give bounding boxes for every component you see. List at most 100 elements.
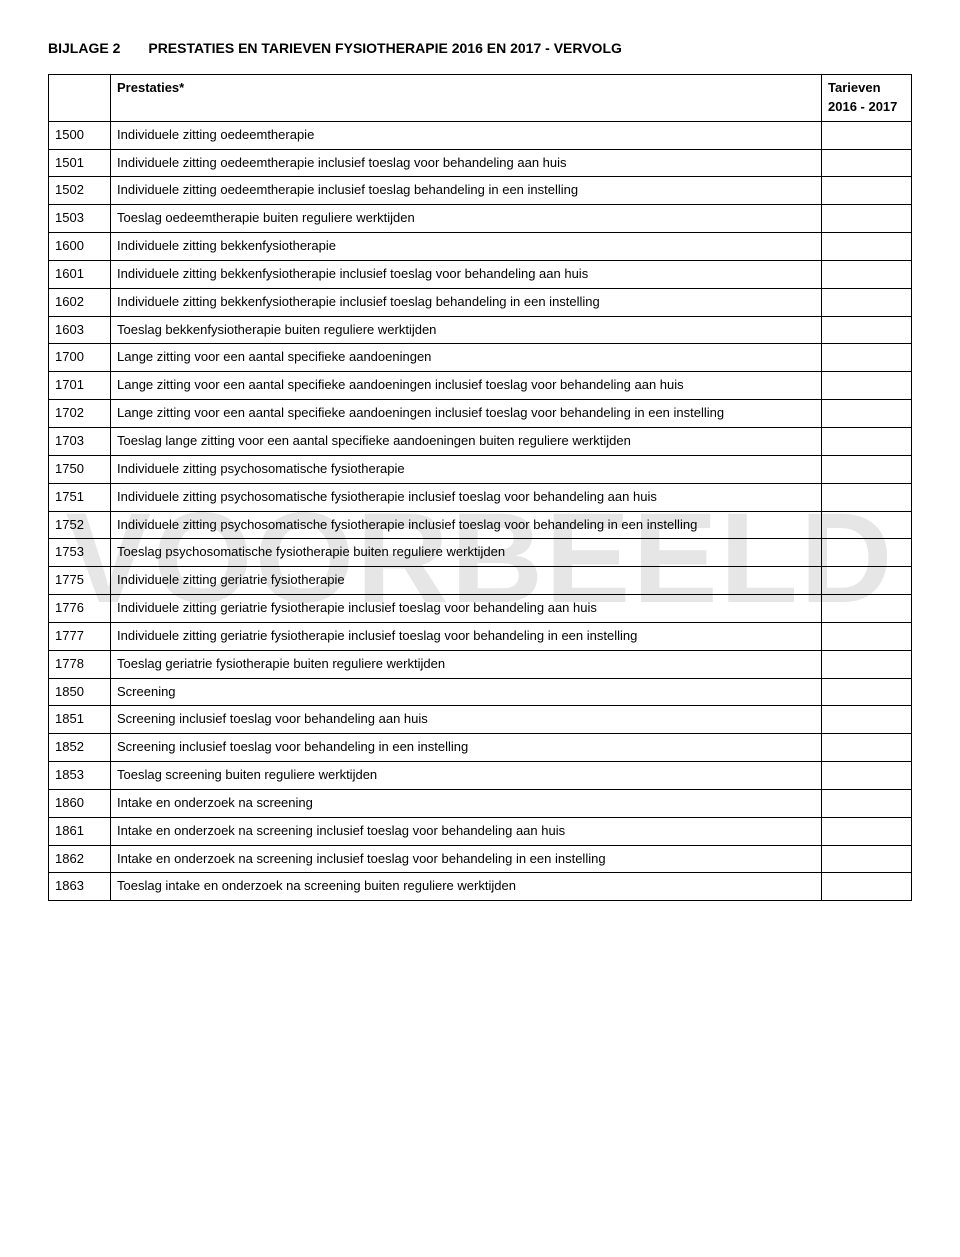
cell-code: 1777 bbox=[49, 622, 111, 650]
cell-description: Individuele zitting psychosomatische fys… bbox=[111, 455, 822, 483]
cell-tarief bbox=[822, 762, 912, 790]
cell-tarief bbox=[822, 316, 912, 344]
title-main: PRESTATIES EN TARIEVEN FYSIOTHERAPIE 201… bbox=[148, 40, 622, 56]
header-prestaties: Prestaties* bbox=[111, 75, 822, 122]
table-row: 1502Individuele zitting oedeemtherapie i… bbox=[49, 177, 912, 205]
cell-code: 1702 bbox=[49, 400, 111, 428]
cell-code: 1852 bbox=[49, 734, 111, 762]
cell-description: Individuele zitting psychosomatische fys… bbox=[111, 511, 822, 539]
cell-tarief bbox=[822, 427, 912, 455]
cell-tarief bbox=[822, 233, 912, 261]
cell-description: Lange zitting voor een aantal specifieke… bbox=[111, 372, 822, 400]
table-row: 1777Individuele zitting geriatrie fysiot… bbox=[49, 622, 912, 650]
cell-tarief bbox=[822, 845, 912, 873]
cell-code: 1603 bbox=[49, 316, 111, 344]
table-row: 1851Screening inclusief toeslag voor beh… bbox=[49, 706, 912, 734]
table-row: 1702Lange zitting voor een aantal specif… bbox=[49, 400, 912, 428]
table-row: 1700Lange zitting voor een aantal specif… bbox=[49, 344, 912, 372]
table-row: 1776Individuele zitting geriatrie fysiot… bbox=[49, 595, 912, 623]
cell-tarief bbox=[822, 873, 912, 901]
table-header-row: Prestaties* Tarieven 2016 - 2017 bbox=[49, 75, 912, 122]
cell-code: 1503 bbox=[49, 205, 111, 233]
table-row: 1852Screening inclusief toeslag voor beh… bbox=[49, 734, 912, 762]
cell-description: Intake en onderzoek na screening inclusi… bbox=[111, 845, 822, 873]
cell-description: Individuele zitting geriatrie fysiothera… bbox=[111, 595, 822, 623]
table-row: 1600Individuele zitting bekkenfysiothera… bbox=[49, 233, 912, 261]
cell-tarief bbox=[822, 567, 912, 595]
cell-description: Lange zitting voor een aantal specifieke… bbox=[111, 400, 822, 428]
table-row: 1703Toeslag lange zitting voor een aanta… bbox=[49, 427, 912, 455]
cell-description: Toeslag bekkenfysiotherapie buiten regul… bbox=[111, 316, 822, 344]
cell-description: Individuele zitting bekkenfysiotherapie … bbox=[111, 260, 822, 288]
cell-code: 1853 bbox=[49, 762, 111, 790]
table-row: 1850Screening bbox=[49, 678, 912, 706]
cell-tarief bbox=[822, 177, 912, 205]
cell-code: 1750 bbox=[49, 455, 111, 483]
cell-code: 1860 bbox=[49, 789, 111, 817]
cell-description: Screening inclusief toeslag voor behande… bbox=[111, 706, 822, 734]
cell-description: Individuele zitting oedeemtherapie inclu… bbox=[111, 177, 822, 205]
cell-code: 1502 bbox=[49, 177, 111, 205]
cell-description: Toeslag geriatrie fysiotherapie buiten r… bbox=[111, 650, 822, 678]
cell-code: 1850 bbox=[49, 678, 111, 706]
table-row: 1860Intake en onderzoek na screening bbox=[49, 789, 912, 817]
cell-description: Screening bbox=[111, 678, 822, 706]
cell-code: 1778 bbox=[49, 650, 111, 678]
table-row: 1500Individuele zitting oedeemtherapie bbox=[49, 121, 912, 149]
cell-code: 1600 bbox=[49, 233, 111, 261]
cell-description: Individuele zitting bekkenfysiotherapie … bbox=[111, 288, 822, 316]
cell-code: 1751 bbox=[49, 483, 111, 511]
cell-code: 1601 bbox=[49, 260, 111, 288]
cell-code: 1602 bbox=[49, 288, 111, 316]
cell-tarief bbox=[822, 817, 912, 845]
cell-tarief bbox=[822, 372, 912, 400]
cell-tarief bbox=[822, 678, 912, 706]
table-row: 1503Toeslag oedeemtherapie buiten reguli… bbox=[49, 205, 912, 233]
cell-tarief bbox=[822, 511, 912, 539]
table-row: 1701Lange zitting voor een aantal specif… bbox=[49, 372, 912, 400]
header-code bbox=[49, 75, 111, 122]
cell-code: 1862 bbox=[49, 845, 111, 873]
cell-code: 1861 bbox=[49, 817, 111, 845]
cell-tarief bbox=[822, 539, 912, 567]
cell-description: Toeslag lange zitting voor een aantal sp… bbox=[111, 427, 822, 455]
cell-description: Toeslag oedeemtherapie buiten reguliere … bbox=[111, 205, 822, 233]
cell-description: Toeslag psychosomatische fysiotherapie b… bbox=[111, 539, 822, 567]
cell-tarief bbox=[822, 260, 912, 288]
table-row: 1603Toeslag bekkenfysiotherapie buiten r… bbox=[49, 316, 912, 344]
table-row: 1751Individuele zitting psychosomatische… bbox=[49, 483, 912, 511]
cell-code: 1753 bbox=[49, 539, 111, 567]
cell-tarief bbox=[822, 789, 912, 817]
header-tarieven: Tarieven 2016 - 2017 bbox=[822, 75, 912, 122]
cell-description: Individuele zitting psychosomatische fys… bbox=[111, 483, 822, 511]
cell-description: Toeslag screening buiten reguliere werkt… bbox=[111, 762, 822, 790]
cell-description: Individuele zitting bekkenfysiotherapie bbox=[111, 233, 822, 261]
cell-code: 1863 bbox=[49, 873, 111, 901]
page-title: BIJLAGE 2 PRESTATIES EN TARIEVEN FYSIOTHE… bbox=[48, 40, 912, 56]
table-row: 1501Individuele zitting oedeemtherapie i… bbox=[49, 149, 912, 177]
cell-code: 1776 bbox=[49, 595, 111, 623]
cell-code: 1700 bbox=[49, 344, 111, 372]
table-row: 1778Toeslag geriatrie fysiotherapie buit… bbox=[49, 650, 912, 678]
cell-description: Individuele zitting oedeemtherapie inclu… bbox=[111, 149, 822, 177]
cell-tarief bbox=[822, 288, 912, 316]
table-row: 1853Toeslag screening buiten reguliere w… bbox=[49, 762, 912, 790]
cell-tarief bbox=[822, 344, 912, 372]
cell-tarief bbox=[822, 595, 912, 623]
cell-tarief bbox=[822, 149, 912, 177]
table-row: 1750Individuele zitting psychosomatische… bbox=[49, 455, 912, 483]
table-row: 1753Toeslag psychosomatische fysiotherap… bbox=[49, 539, 912, 567]
prestaties-table: Prestaties* Tarieven 2016 - 2017 1500Ind… bbox=[48, 74, 912, 901]
table-row: 1863Toeslag intake en onderzoek na scree… bbox=[49, 873, 912, 901]
cell-tarief bbox=[822, 622, 912, 650]
title-prefix: BIJLAGE 2 bbox=[48, 40, 120, 56]
cell-description: Toeslag intake en onderzoek na screening… bbox=[111, 873, 822, 901]
table-row: 1602Individuele zitting bekkenfysiothera… bbox=[49, 288, 912, 316]
cell-description: Intake en onderzoek na screening inclusi… bbox=[111, 817, 822, 845]
table-row: 1752Individuele zitting psychosomatische… bbox=[49, 511, 912, 539]
cell-tarief bbox=[822, 706, 912, 734]
cell-description: Individuele zitting geriatrie fysiothera… bbox=[111, 567, 822, 595]
cell-tarief bbox=[822, 455, 912, 483]
cell-description: Intake en onderzoek na screening bbox=[111, 789, 822, 817]
table-row: 1861Intake en onderzoek na screening inc… bbox=[49, 817, 912, 845]
